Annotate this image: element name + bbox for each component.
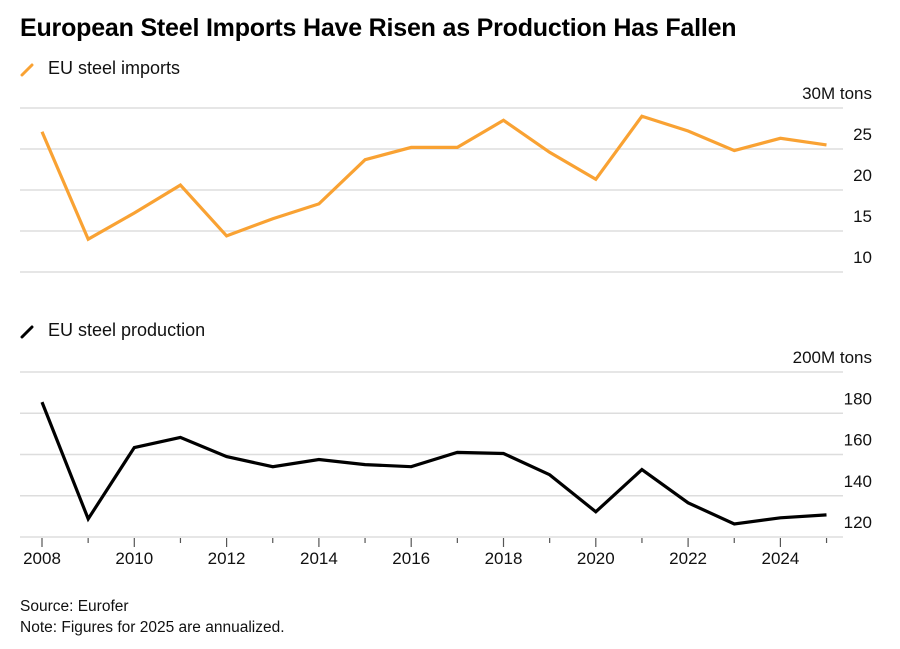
production-data-point — [132, 445, 136, 449]
legend-production-label: EU steel production — [48, 320, 206, 340]
production-data-point — [502, 451, 506, 455]
production-data-point — [732, 522, 736, 526]
x-tick-label: 2010 — [115, 549, 153, 568]
production-ytick-label: 200M tons — [793, 348, 872, 367]
legend-production-swatch-icon — [20, 325, 34, 338]
x-tick-label: 2012 — [208, 549, 246, 568]
imports-data-point — [86, 237, 90, 241]
production-ytick-label: 160 — [844, 431, 872, 450]
imports-data-point — [686, 129, 690, 133]
imports-data-point — [732, 149, 736, 153]
production-data-point — [178, 435, 182, 439]
production-data-point — [778, 516, 782, 520]
x-tick-label: 2014 — [300, 549, 338, 568]
imports-ytick-label: 30M tons — [802, 84, 872, 103]
imports-ytick-label: 15 — [853, 207, 872, 226]
chart-title: European Steel Imports Have Risen as Pro… — [20, 14, 737, 42]
source-note: Source: Eurofer — [20, 598, 129, 615]
legend-production: EU steel production — [20, 320, 205, 341]
imports-data-point — [40, 130, 44, 134]
imports-data-point — [502, 118, 506, 122]
imports-data-point — [363, 158, 367, 162]
production-ytick-label: 140 — [844, 472, 872, 491]
imports-panel: 10 15 20 25 30M tons — [20, 84, 872, 273]
x-tick-label: 2024 — [761, 549, 799, 568]
imports-ytick-label: 25 — [853, 125, 872, 144]
imports-data-point — [778, 136, 782, 140]
footnote: Note: Figures for 2025 are annualized. — [20, 619, 285, 636]
production-series-line — [40, 401, 827, 526]
imports-series-line — [40, 114, 827, 242]
production-data-point — [40, 400, 44, 404]
imports-data-point — [548, 150, 552, 154]
production-panel: 120 140 160 180 200M tons — [20, 348, 872, 538]
production-ytick-label: 120 — [844, 513, 872, 532]
imports-data-point — [317, 202, 321, 206]
imports-ytick-label: 10 — [853, 248, 872, 267]
x-tick-label: 2020 — [577, 549, 615, 568]
production-data-point — [825, 513, 829, 517]
production-data-point — [686, 501, 690, 505]
x-tick-label: 2008 — [23, 549, 61, 568]
x-axis: 2008 2010 2012 2014 2016 2018 2020 2022 2024 — [23, 538, 828, 568]
legend-imports-swatch-icon — [20, 63, 34, 76]
x-tick-label: 2018 — [485, 549, 523, 568]
production-data-point — [317, 457, 321, 461]
imports-data-point — [640, 114, 644, 118]
production-ytick-label: 180 — [844, 389, 872, 408]
production-data-point — [640, 468, 644, 472]
legend-imports-label: EU steel imports — [48, 58, 181, 78]
production-data-point — [409, 465, 413, 469]
imports-data-point — [409, 145, 413, 149]
imports-data-point — [594, 177, 598, 181]
imports-data-point — [178, 183, 182, 187]
imports-data-point — [825, 143, 829, 147]
production-data-point — [86, 517, 90, 521]
imports-data-point — [132, 211, 136, 215]
imports-ytick-label: 20 — [853, 166, 872, 185]
production-data-point — [455, 450, 459, 454]
legend-imports: EU steel imports — [20, 58, 180, 79]
imports-data-point — [455, 145, 459, 149]
x-tick-label: 2022 — [669, 549, 707, 568]
imports-data-point — [271, 217, 275, 221]
production-data-point — [363, 463, 367, 467]
x-tick-label: 2016 — [392, 549, 430, 568]
imports-data-point — [225, 234, 229, 238]
production-data-point — [594, 510, 598, 514]
production-data-point — [548, 473, 552, 477]
production-data-point — [271, 465, 275, 469]
production-data-point — [225, 455, 229, 459]
